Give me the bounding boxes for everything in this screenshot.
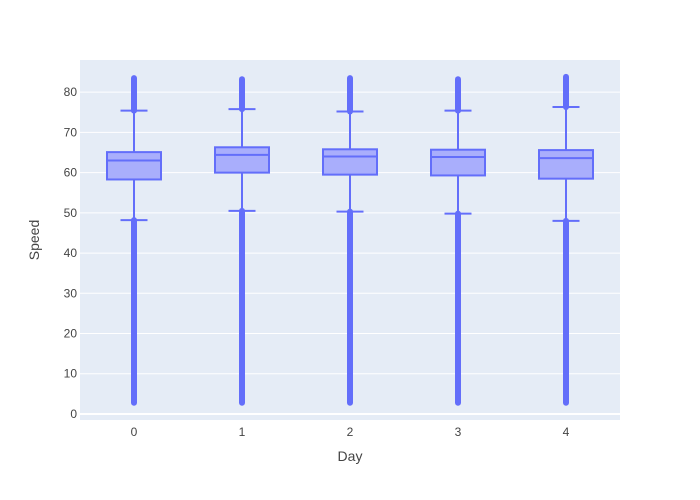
y-tick-label: 60: [64, 166, 78, 180]
x-tick-label: 0: [131, 425, 138, 439]
x-tick-label: 1: [239, 425, 246, 439]
x-tick-label: 2: [347, 425, 354, 439]
iqr-box: [322, 148, 378, 176]
box-group: [538, 73, 594, 406]
y-tick-label: 20: [64, 327, 78, 341]
y-tick-label: 0: [70, 407, 77, 421]
iqr-box: [106, 151, 162, 181]
y-tick-label: 50: [64, 206, 78, 220]
y-tick-label: 10: [64, 367, 78, 381]
y-axis-title: Speed: [26, 220, 42, 260]
box-series: [106, 73, 594, 406]
x-tick-labels: 0 1 2 3 4: [131, 425, 570, 439]
x-axis-title: Day: [338, 448, 363, 464]
x-tick-label: 3: [455, 425, 462, 439]
iqr-box: [538, 149, 594, 180]
iqr-box: [430, 148, 486, 177]
y-tick-labels: 0 10 20 30 40 50 60 70 80: [64, 85, 78, 421]
box-group: [214, 76, 270, 406]
box-group: [322, 75, 378, 406]
y-tick-label: 40: [64, 246, 78, 260]
box-group: [106, 75, 162, 406]
iqr-box: [214, 146, 270, 174]
y-tick-label: 70: [64, 125, 78, 139]
x-tick-label: 4: [563, 425, 570, 439]
box-group: [430, 76, 486, 406]
y-tick-label: 80: [64, 85, 78, 99]
y-tick-label: 30: [64, 286, 78, 300]
